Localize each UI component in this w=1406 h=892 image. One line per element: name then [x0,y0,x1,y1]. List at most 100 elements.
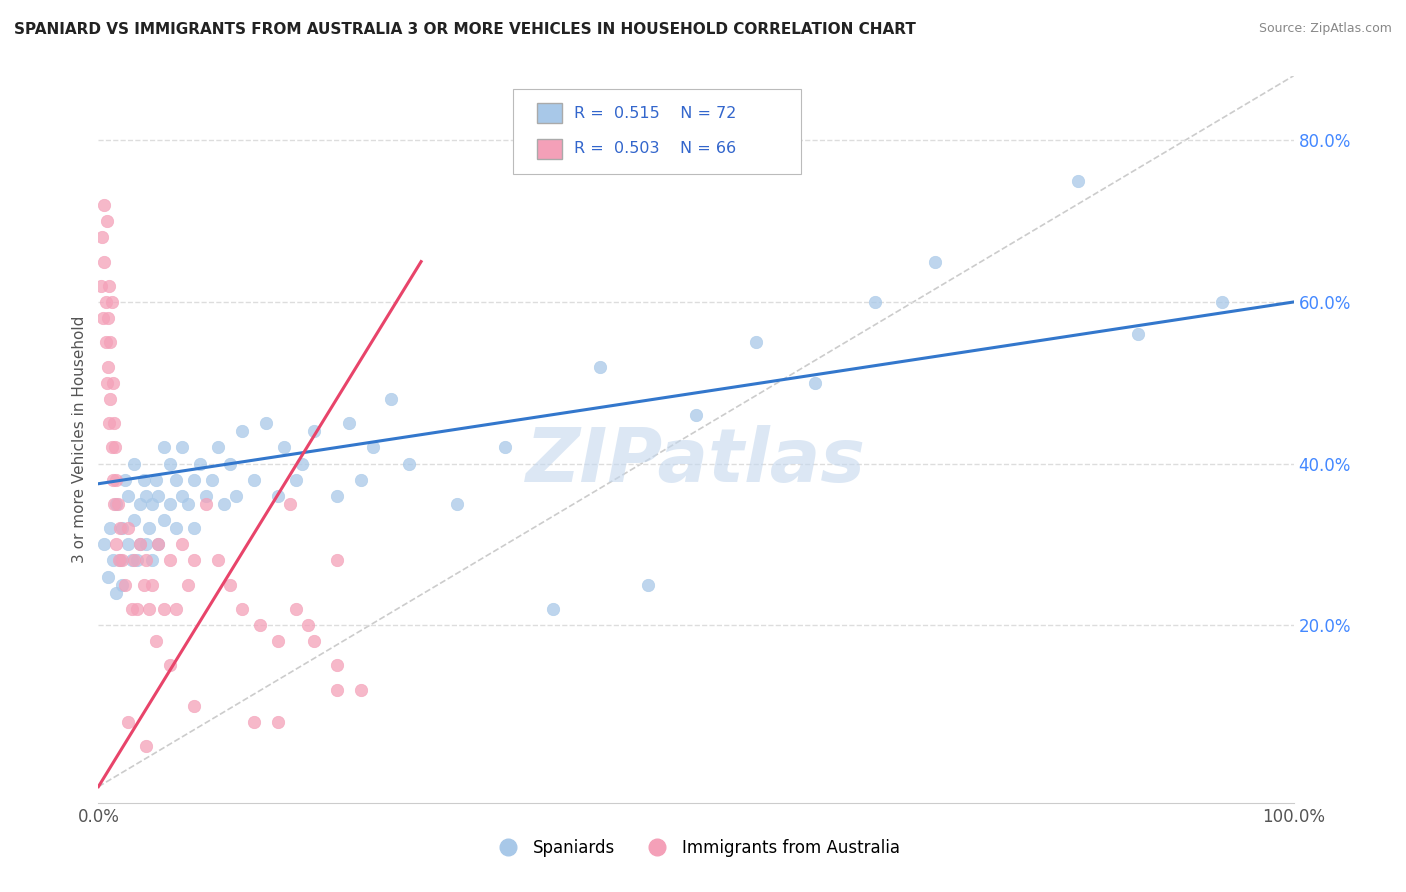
Point [350,473,373,487]
Point [145,634,167,648]
Point [212,497,235,511]
Point [153,513,176,527]
Point [219,578,242,592]
Point [243,714,266,729]
Point [91,311,114,326]
Point [326,553,349,567]
Point [207,553,229,567]
Point [108,521,131,535]
Point [284,602,307,616]
Point [117,714,139,729]
Point [104,441,127,455]
Point [446,497,468,511]
Text: R =  0.503    N = 66: R = 0.503 N = 66 [574,142,735,156]
Point [148,537,170,551]
Point [231,424,253,438]
Text: SPANIARD VS IMMIGRANTS FROM AUSTRALIA 3 OR MORE VEHICLES IN HOUSEHOLD CORRELATIO: SPANIARD VS IMMIGRANTS FROM AUSTRALIA 3 … [14,22,915,37]
Point [141,553,163,567]
Point [98,278,121,293]
Point [129,497,152,511]
Point [91,230,114,244]
Point [132,578,155,592]
Point [363,441,385,455]
Point [225,489,247,503]
Point [172,441,194,455]
Point [745,335,768,350]
Point [494,441,516,455]
Point [98,416,121,430]
Point [145,473,167,487]
Point [326,489,349,503]
Point [97,359,120,374]
Point [101,376,124,390]
Point [100,295,122,310]
Point [231,602,253,616]
Point [105,473,128,487]
Point [101,553,124,567]
Point [541,602,564,616]
Point [326,658,349,673]
Point [865,295,887,310]
Point [132,473,155,487]
Point [148,489,170,503]
Point [124,513,146,527]
Point [249,618,271,632]
Point [129,537,152,551]
Point [93,254,115,268]
Point [105,586,128,600]
Point [97,569,120,583]
Point [159,658,181,673]
Point [278,497,301,511]
Point [114,473,136,487]
Point [138,602,160,616]
Point [96,376,118,390]
Point [96,214,118,228]
Point [291,457,314,471]
Point [90,278,112,293]
Point [138,521,160,535]
Point [105,537,128,551]
Point [165,473,187,487]
Point [177,497,200,511]
Legend: Spaniards, Immigrants from Australia: Spaniards, Immigrants from Australia [485,832,907,863]
Point [273,441,295,455]
Point [195,489,218,503]
Point [243,473,266,487]
Point [165,521,187,535]
Point [98,521,122,535]
Point [685,408,707,422]
Point [148,537,170,551]
Point [207,441,229,455]
Point [129,537,152,551]
Point [153,441,176,455]
Point [97,311,120,326]
Point [326,682,349,697]
Point [1128,327,1150,342]
Point [172,489,194,503]
Point [589,359,612,374]
Point [339,416,361,430]
Point [153,602,176,616]
Point [201,473,224,487]
Point [124,457,146,471]
Point [107,553,129,567]
Point [188,457,211,471]
Y-axis label: 3 or more Vehicles in Household: 3 or more Vehicles in Household [72,316,87,563]
Point [105,497,128,511]
Point [183,473,205,487]
Point [108,553,131,567]
Point [177,578,200,592]
Point [94,295,117,310]
Point [195,497,218,511]
Point [141,578,163,592]
Point [135,537,157,551]
Point [297,618,319,632]
Point [637,578,659,592]
Point [125,602,148,616]
Point [124,553,146,567]
Point [117,537,139,551]
Text: Source: ZipAtlas.com: Source: ZipAtlas.com [1258,22,1392,36]
Point [101,473,124,487]
Point [302,424,325,438]
Point [103,497,125,511]
